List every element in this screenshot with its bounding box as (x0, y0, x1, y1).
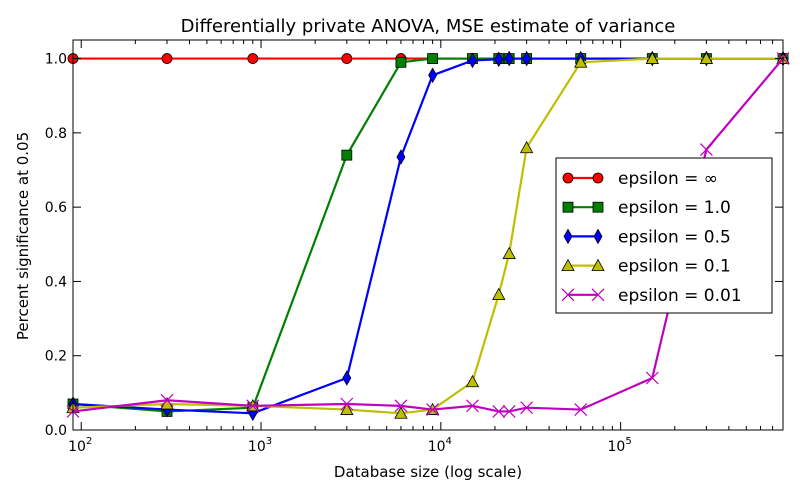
data-point-s4-2 (246, 399, 260, 413)
data-point-s3-12 (699, 51, 714, 64)
y-tick-label: 0.4 (45, 274, 67, 290)
y-tick-label: 1.0 (45, 52, 67, 68)
legend-marker (593, 228, 603, 245)
y-axis-label: Percent significance at 0.05 (14, 132, 32, 340)
data-point-s2-4 (396, 149, 406, 165)
legend-marker (592, 172, 604, 184)
plot-frame (72, 39, 784, 431)
data-point-s3-9 (519, 140, 534, 154)
data-point-s4-4 (394, 399, 408, 413)
legend-marker (591, 258, 605, 272)
data-point-s1-4 (395, 56, 407, 68)
data-point-s1-5 (427, 53, 438, 64)
data-point-s2-3 (342, 370, 352, 386)
legend-marker (592, 201, 604, 213)
legend-marker (561, 288, 575, 302)
x-tick-label: 102 (68, 436, 92, 455)
legend-label: epsilon = ∞ (618, 169, 718, 189)
data-point-s2-9 (522, 50, 532, 67)
data-point-s0-2 (247, 53, 259, 64)
data-point-s3-11 (645, 51, 659, 64)
data-point-s3-4 (394, 406, 408, 419)
legend-marker (563, 228, 573, 245)
y-tick-label: 0.0 (45, 423, 67, 439)
data-point-s3-10 (574, 55, 588, 68)
data-point-s4-5 (426, 403, 440, 416)
x-axis-label: Database size (log scale) (334, 463, 522, 481)
chart-title: Differentially private ANOVA, MSE estima… (181, 16, 676, 37)
legend-label: epsilon = 0.5 (618, 227, 731, 247)
y-tick-label: 0.6 (45, 200, 67, 216)
legend-marker (561, 258, 575, 272)
data-point-s0-3 (341, 53, 353, 64)
legend-label: epsilon = 0.01 (618, 286, 742, 306)
legend: epsilon = ∞ epsilon = 1.0 epsilon = 0.5 eps… (555, 157, 773, 314)
legend-label: epsilon = 0.1 (618, 257, 731, 277)
data-point-s4-10 (574, 403, 588, 416)
data-point-s0-1 (161, 53, 173, 64)
x-tick-label: 105 (608, 436, 632, 455)
y-tick-label: 0.2 (45, 349, 67, 365)
data-point-s4-8 (502, 405, 516, 418)
data-point-s1-3 (341, 149, 353, 161)
data-point-s4-12 (699, 143, 713, 156)
data-point-s2-5 (428, 67, 438, 84)
x-tick-label: 104 (428, 436, 452, 455)
y-tick-label: 0.8 (45, 126, 67, 142)
data-point-s4-9 (520, 401, 534, 415)
data-point-s2-7 (494, 51, 504, 68)
data-point-s3-7 (492, 287, 506, 300)
data-point-s3-3 (340, 402, 354, 415)
data-point-s4-7 (492, 405, 506, 418)
legend-marker (562, 172, 574, 184)
x-tick-label: 103 (248, 436, 272, 455)
data-point-s4-11 (645, 371, 659, 385)
data-point-s4-1 (160, 393, 174, 407)
data-point-s4-6 (466, 399, 479, 413)
legend-label: epsilon = 1.0 (618, 198, 731, 218)
data-point-s3-8 (502, 246, 516, 259)
data-point-s3-6 (465, 374, 480, 388)
data-point-s2-8 (504, 50, 514, 67)
data-point-s4-3 (340, 397, 354, 411)
legend-marker (562, 201, 574, 213)
series-line-4 (72, 57, 784, 413)
legend-marker (591, 288, 605, 302)
data-point-s2-6 (468, 52, 477, 69)
